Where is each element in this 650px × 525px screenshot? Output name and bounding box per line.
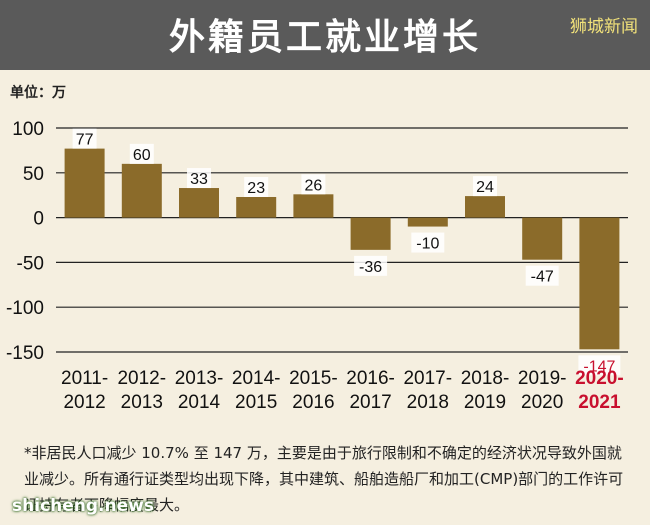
data-label: 60: [133, 147, 151, 164]
data-label-bg: [72, 128, 97, 149]
x-tick-label: 2016-: [346, 368, 395, 389]
x-tick-label: 2017: [349, 392, 391, 413]
y-tick-label: -100: [6, 298, 44, 319]
x-tick-label: 2019: [464, 392, 506, 413]
bar: [579, 217, 620, 350]
bar: [179, 188, 219, 218]
page-title: 外籍员工就业增长: [168, 17, 481, 58]
data-label-bg: [525, 265, 559, 286]
x-tick-label: 2012-: [117, 368, 166, 389]
data-label-bg: [578, 355, 621, 376]
y-tick-label: -50: [17, 253, 44, 274]
data-label: 33: [190, 171, 208, 188]
bar: [522, 217, 563, 260]
data-label-bg: [301, 174, 326, 195]
data-label-bg: [129, 143, 154, 164]
x-tick-label: 2013-: [175, 368, 224, 389]
header-bar: 外籍员工就业增长 狮城新闻: [0, 0, 650, 70]
watermark: shicheng.news: [12, 496, 154, 516]
data-label: 24: [476, 179, 494, 196]
x-tick-label: 2015-: [289, 368, 338, 389]
x-tick-label: 2017-: [403, 368, 452, 389]
data-label-bg: [354, 255, 388, 276]
x-tick-label: 2011-: [61, 368, 108, 389]
bar: [407, 217, 448, 227]
x-tick-label: 2016: [292, 392, 334, 413]
bar: [465, 196, 505, 218]
x-tick-label: 2021: [578, 392, 621, 413]
bar: [350, 217, 391, 250]
x-tick-label: 2019-: [518, 368, 567, 389]
x-tick-label: 2020: [521, 392, 563, 413]
x-tick-label: 2020-: [575, 368, 624, 389]
data-label: -47: [531, 269, 554, 286]
x-tick-label: 2013: [121, 392, 163, 413]
x-tick-label: 2015: [235, 392, 277, 413]
y-tick-label: 50: [23, 164, 44, 185]
data-label: -10: [416, 236, 439, 253]
data-label: -147: [583, 358, 615, 375]
data-label-bg: [411, 232, 445, 253]
x-tick-label: 2014: [178, 392, 221, 413]
bar-chart: 100 50 0 -50 -100 -150 77 2011- 2012 60 2012- 2013 3…: [6, 119, 628, 413]
bar: [236, 196, 277, 218]
x-tick-label: 2018: [407, 392, 449, 413]
bar: [121, 163, 162, 218]
unit-label: 单位：万: [10, 85, 66, 101]
x-tick-label: 2012: [63, 392, 105, 413]
bar: [64, 148, 105, 218]
brand-label: 狮城新闻: [570, 17, 638, 37]
y-tick-label: 0: [33, 209, 44, 230]
bar: [293, 194, 334, 218]
data-label: 77: [76, 132, 94, 149]
x-tick-label: 2014-: [232, 368, 281, 389]
data-label-bg: [473, 176, 497, 197]
data-label: -36: [359, 259, 382, 276]
data-label-bg: [244, 176, 269, 197]
footnote: *非居民人口减少 10.7% 至 147 万，主要是由于旅行限制和不确定的经济状…: [24, 444, 624, 514]
y-tick-label: 100: [12, 119, 44, 140]
x-tick-label: 2018-: [461, 368, 510, 389]
y-tick-label: -150: [6, 343, 44, 364]
data-label: 26: [305, 177, 323, 194]
data-label: 23: [247, 180, 265, 197]
data-label-bg: [187, 168, 211, 189]
